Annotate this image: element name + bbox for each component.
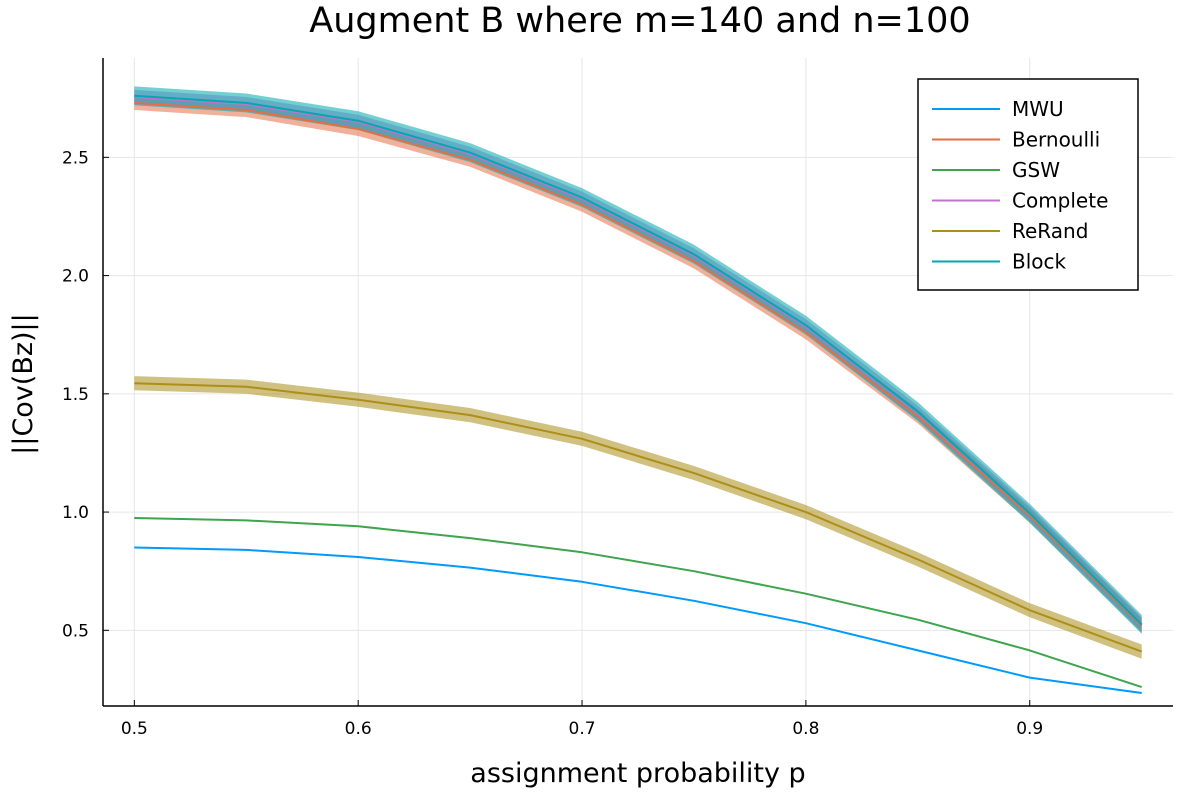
legend: MWU Bernoulli GSW Complete ReRand Block <box>917 78 1139 291</box>
y-tick-label: 0.5 <box>62 621 89 641</box>
legend-box <box>917 78 1139 291</box>
legend-entry: GSW <box>1012 158 1060 182</box>
x-tick-label: 0.5 <box>121 719 148 739</box>
series-line-block <box>134 94 1143 626</box>
legend-entry: Block <box>1012 250 1067 274</box>
series-line-gsw <box>134 517 1143 689</box>
y-tick-label: 2.0 <box>62 267 89 287</box>
legend-entry: MWU <box>1012 97 1064 121</box>
series-lines <box>134 94 1143 694</box>
y-tick-label: 1.0 <box>62 503 89 523</box>
series-line-bernoulli <box>134 101 1143 627</box>
x-axis-label: assignment probability p <box>470 758 805 789</box>
x-tick-label: 0.7 <box>569 719 596 739</box>
x-tick-label: 0.6 <box>345 719 372 739</box>
x-tick-label: 0.8 <box>792 719 819 739</box>
series-line-mwu <box>134 546 1142 694</box>
y-tick-label: 2.5 <box>62 148 89 168</box>
tick-labels: 0.5 0.6 0.7 0.8 0.9 0.5 1.0 1.5 2.0 2.5 <box>62 148 1043 739</box>
band-rerand <box>134 376 1142 659</box>
y-axis-label: ||Cov(Bz)|| <box>8 313 39 455</box>
series-line-rerand <box>134 382 1143 653</box>
axes <box>102 58 1173 707</box>
chart-title: Augment B where m=140 and n=100 <box>309 1 970 41</box>
y-tick-label: 1.5 <box>62 385 89 405</box>
legend-entry: ReRand <box>1012 219 1088 243</box>
legend-entry: Complete <box>1012 189 1108 213</box>
x-tick-label: 0.9 <box>1016 719 1043 739</box>
legend-entry: Bernoulli <box>1012 128 1100 152</box>
